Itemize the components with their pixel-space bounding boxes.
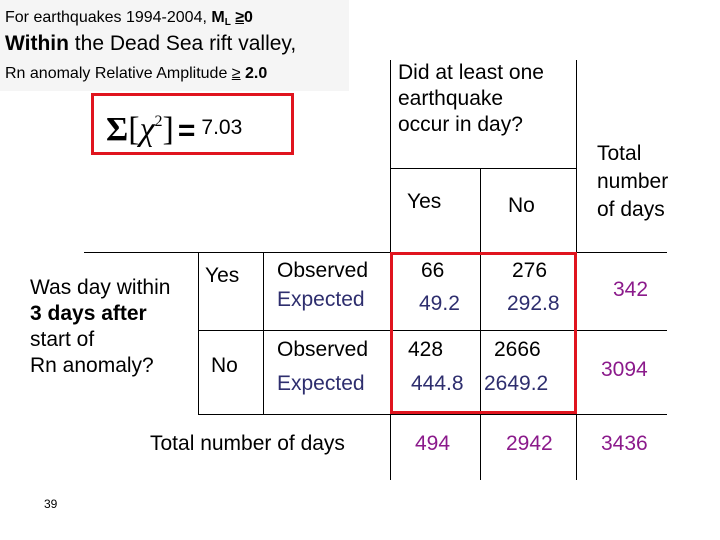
total-row-label: Total number of days	[150, 432, 345, 455]
row-question-line: Was day within	[30, 276, 171, 299]
row-header-no: No	[211, 354, 238, 377]
cell-expected-no-no: 2649.2	[484, 372, 549, 395]
cell-expected-no-yes: 444.8	[411, 372, 464, 395]
grid-line	[390, 168, 577, 169]
chi-square-value: 7.03	[201, 116, 243, 139]
header-panel	[0, 0, 349, 91]
column-total-yes: 494	[415, 432, 451, 455]
magnitude-symbol: M	[211, 9, 225, 26]
row-question-line: Rn anomaly?	[30, 354, 154, 377]
close-bracket: ]	[162, 111, 174, 148]
row-total-no: 3094	[601, 358, 648, 381]
magnitude-threshold: 0	[244, 9, 253, 26]
cell-expected-yes-yes: 49.2	[419, 292, 460, 315]
total-header-line: of days	[597, 198, 665, 221]
column-header-total: Total number of days	[597, 140, 668, 224]
sigma-symbol: Σ	[106, 111, 129, 148]
expected-label: Expected	[277, 288, 365, 311]
cell-observed-yes-yes: 66	[421, 259, 445, 282]
total-header-line: Total	[597, 142, 642, 165]
header-line-earthquakes: For earthquakes 1994-2004, ML ≥0	[5, 9, 253, 28]
header-line-region: Within the Dead Sea rift valley,	[5, 32, 296, 56]
total-header-line: number	[597, 170, 669, 193]
grid-line	[263, 252, 264, 414]
header-region-text: the Dead Sea rift valley,	[68, 32, 297, 55]
observed-expected-highlight	[390, 252, 577, 414]
amplitude-threshold: 2.0	[240, 65, 268, 82]
header-within: Within	[5, 32, 69, 55]
row-question-line: start of	[30, 328, 95, 351]
header-line3-text: Rn anomaly Relative Amplitude	[5, 65, 232, 82]
expected-label: Expected	[277, 372, 365, 395]
header-line-amplitude: Rn anomaly Relative Amplitude ≥ 2.0	[5, 65, 267, 83]
page-number: 39	[44, 497, 58, 511]
column-header-no: No	[508, 194, 535, 217]
cell-observed-no-yes: 428	[408, 338, 444, 361]
column-question-line: occur in day?	[398, 113, 523, 136]
grid-line	[480, 168, 481, 480]
row-total-yes: 342	[613, 278, 649, 301]
grid-line	[198, 330, 667, 331]
chi-square-formula: Σ[χ2] = 7.03	[106, 102, 242, 151]
column-total-no: 2942	[506, 432, 553, 455]
column-question-line: earthquake	[398, 87, 504, 110]
grid-line	[198, 414, 667, 415]
grand-total: 3436	[601, 432, 648, 455]
row-question: Was day within 3 days after start of Rn …	[30, 275, 170, 379]
chi-square-box: Σ[χ2] = 7.03	[91, 93, 294, 155]
header-line1-text: For earthquakes 1994-2004,	[5, 9, 212, 26]
grid-line	[84, 252, 667, 253]
ge-symbol: ≥	[235, 9, 245, 26]
equals-sign: =	[177, 114, 196, 147]
column-question: Did at least one earthquake occur in day…	[398, 60, 544, 138]
cell-expected-yes-no: 292.8	[507, 292, 560, 315]
chi-superscript: 2	[154, 113, 163, 130]
cell-observed-no-no: 2666	[494, 338, 541, 361]
observed-label: Observed	[277, 259, 369, 282]
magnitude-subscript: L	[224, 17, 231, 28]
row-header-yes: Yes	[205, 264, 240, 287]
ge-symbol: ≥	[231, 65, 241, 82]
observed-label: Observed	[277, 338, 369, 361]
column-question-line: Did at least one	[398, 61, 544, 84]
grid-line	[198, 252, 199, 414]
chi-symbol: χ	[139, 111, 155, 148]
column-header-yes: Yes	[407, 190, 442, 213]
row-question-line-bold: 3 days after	[30, 302, 147, 325]
cell-observed-yes-no: 276	[512, 259, 548, 282]
open-bracket: [	[128, 111, 140, 148]
